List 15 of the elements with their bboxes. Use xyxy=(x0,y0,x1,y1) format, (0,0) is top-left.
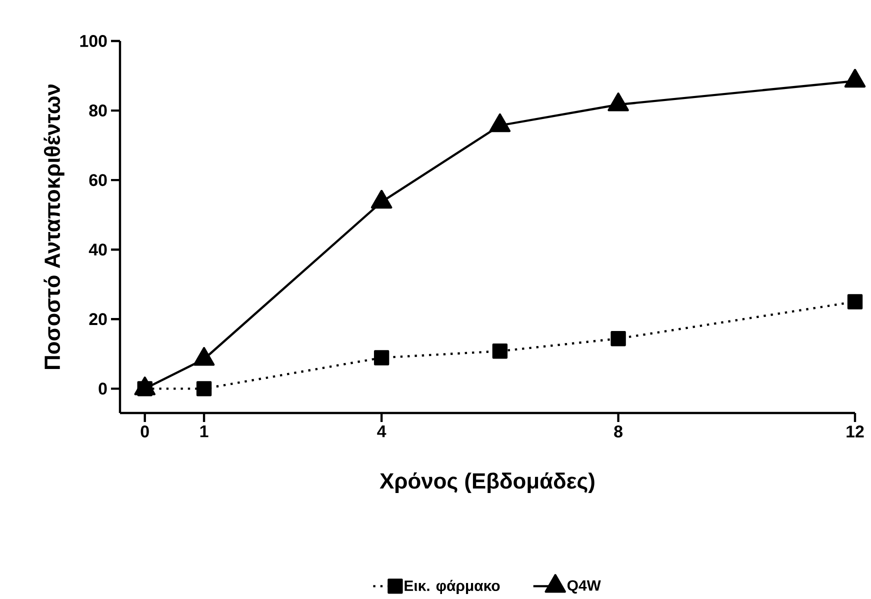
x-tick-label: 0 xyxy=(140,426,149,438)
y-tick-label: 60 xyxy=(89,174,107,186)
legend-label: Q4W xyxy=(567,580,601,594)
y-tick-label: 100 xyxy=(80,35,107,48)
y-axis-title: Ποσοστό Ανταποκριθέντων xyxy=(44,84,64,370)
x-tick-label: 8 xyxy=(614,426,622,438)
x-tick-label: 4 xyxy=(377,426,386,438)
y-tick-label: 0 xyxy=(98,382,107,395)
legend-label: Εικ. φάρμακο xyxy=(404,580,500,594)
x-axis-title: Χρόνος (Εβδομάδες) xyxy=(380,472,594,494)
y-tick-label: 40 xyxy=(88,244,107,256)
x-tick-label: 12 xyxy=(846,426,864,438)
y-tick-label: 80 xyxy=(89,104,107,117)
y-tick-label: 20 xyxy=(89,313,107,326)
x-tick-label: 1 xyxy=(200,426,208,438)
